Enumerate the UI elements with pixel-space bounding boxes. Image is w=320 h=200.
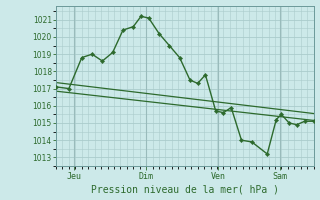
- X-axis label: Pression niveau de la mer( hPa ): Pression niveau de la mer( hPa ): [91, 185, 279, 195]
